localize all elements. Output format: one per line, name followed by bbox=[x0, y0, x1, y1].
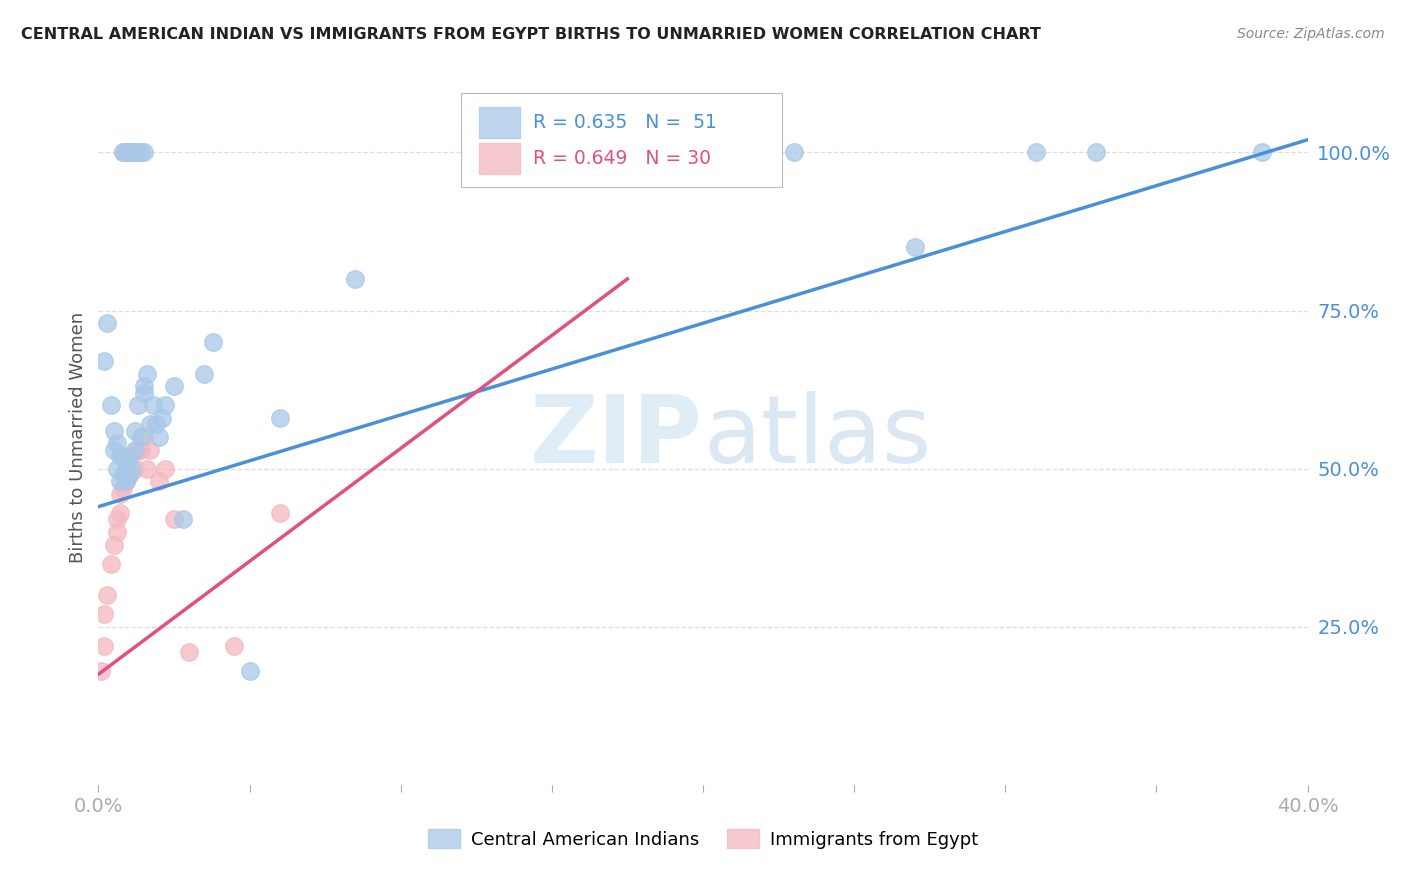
Point bbox=[904, 240, 927, 254]
Point bbox=[108, 487, 131, 501]
Point bbox=[103, 424, 125, 438]
Point bbox=[202, 335, 225, 350]
Point bbox=[145, 417, 167, 432]
Point bbox=[129, 442, 152, 457]
Point bbox=[111, 468, 134, 483]
Point bbox=[114, 145, 136, 160]
Point bbox=[105, 436, 128, 450]
Point bbox=[616, 145, 638, 160]
Point bbox=[135, 461, 157, 475]
Point bbox=[783, 145, 806, 160]
Point bbox=[163, 512, 186, 526]
Point bbox=[132, 379, 155, 393]
Point bbox=[127, 399, 149, 413]
Text: R = 0.635   N =  51: R = 0.635 N = 51 bbox=[533, 113, 717, 132]
Point bbox=[121, 145, 143, 160]
Point bbox=[100, 557, 122, 571]
Point bbox=[179, 645, 201, 659]
Point bbox=[142, 399, 165, 413]
Point bbox=[118, 145, 141, 160]
Point bbox=[1085, 145, 1108, 160]
Point bbox=[129, 145, 152, 160]
Point bbox=[105, 512, 128, 526]
Point bbox=[103, 442, 125, 457]
Point bbox=[127, 145, 149, 160]
Point bbox=[108, 506, 131, 520]
Point bbox=[148, 430, 170, 444]
Point bbox=[269, 506, 291, 520]
Point bbox=[111, 481, 134, 495]
Point bbox=[121, 145, 143, 160]
Point bbox=[124, 461, 146, 475]
Point bbox=[114, 475, 136, 489]
Point bbox=[111, 449, 134, 463]
Point bbox=[118, 468, 141, 483]
Point bbox=[118, 449, 141, 463]
Point bbox=[103, 538, 125, 552]
Point bbox=[96, 316, 118, 330]
Point bbox=[114, 475, 136, 489]
Point bbox=[118, 468, 141, 483]
Point bbox=[111, 145, 134, 160]
Point bbox=[148, 475, 170, 489]
Point bbox=[108, 475, 131, 489]
Text: R = 0.649   N = 30: R = 0.649 N = 30 bbox=[533, 149, 710, 168]
Point bbox=[114, 145, 136, 160]
Point bbox=[150, 411, 173, 425]
Text: CENTRAL AMERICAN INDIAN VS IMMIGRANTS FROM EGYPT BIRTHS TO UNMARRIED WOMEN CORRE: CENTRAL AMERICAN INDIAN VS IMMIGRANTS FR… bbox=[21, 27, 1040, 42]
Point bbox=[93, 607, 115, 622]
Point bbox=[163, 379, 186, 393]
Point bbox=[124, 424, 146, 438]
Point bbox=[111, 145, 134, 160]
Point bbox=[269, 411, 291, 425]
Text: ZIP: ZIP bbox=[530, 391, 703, 483]
Point bbox=[114, 461, 136, 475]
FancyBboxPatch shape bbox=[479, 107, 520, 138]
Text: Source: ZipAtlas.com: Source: ZipAtlas.com bbox=[1237, 27, 1385, 41]
Point bbox=[90, 664, 112, 678]
Point bbox=[224, 639, 246, 653]
Point bbox=[239, 664, 262, 678]
Point bbox=[96, 588, 118, 602]
Point bbox=[108, 449, 131, 463]
Point bbox=[132, 430, 155, 444]
Point bbox=[124, 442, 146, 457]
Point bbox=[139, 442, 162, 457]
Y-axis label: Births to Unmarried Women: Births to Unmarried Women bbox=[69, 311, 87, 563]
Text: atlas: atlas bbox=[703, 391, 931, 483]
Point bbox=[124, 145, 146, 160]
Point bbox=[129, 430, 152, 444]
Point bbox=[105, 461, 128, 475]
Point bbox=[135, 367, 157, 381]
FancyBboxPatch shape bbox=[461, 93, 782, 186]
Point bbox=[105, 524, 128, 539]
Point bbox=[118, 145, 141, 160]
Point bbox=[344, 272, 367, 286]
Point bbox=[132, 385, 155, 400]
Point bbox=[132, 145, 155, 160]
Point bbox=[93, 639, 115, 653]
FancyBboxPatch shape bbox=[479, 144, 520, 174]
Point bbox=[153, 399, 176, 413]
Point bbox=[121, 449, 143, 463]
Point bbox=[193, 367, 215, 381]
Point bbox=[100, 399, 122, 413]
Legend: Central American Indians, Immigrants from Egypt: Central American Indians, Immigrants fro… bbox=[420, 822, 986, 856]
Point bbox=[172, 512, 194, 526]
Point bbox=[540, 145, 562, 160]
Point bbox=[127, 442, 149, 457]
Point bbox=[139, 417, 162, 432]
Point bbox=[121, 461, 143, 475]
Point bbox=[1024, 145, 1046, 160]
Point bbox=[1251, 145, 1274, 160]
Point bbox=[93, 354, 115, 368]
Point bbox=[153, 461, 176, 475]
